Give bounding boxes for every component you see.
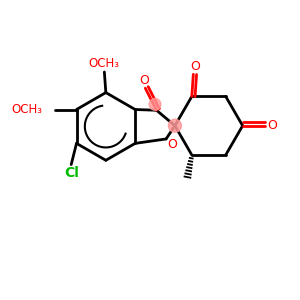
Text: O: O: [267, 119, 277, 132]
Text: O: O: [168, 138, 178, 151]
Text: O: O: [139, 74, 149, 87]
Text: Cl: Cl: [64, 166, 79, 180]
Circle shape: [168, 119, 182, 132]
Text: OCH₃: OCH₃: [11, 103, 42, 116]
Text: O: O: [190, 60, 200, 74]
Text: OCH₃: OCH₃: [89, 57, 120, 70]
Circle shape: [149, 98, 161, 110]
